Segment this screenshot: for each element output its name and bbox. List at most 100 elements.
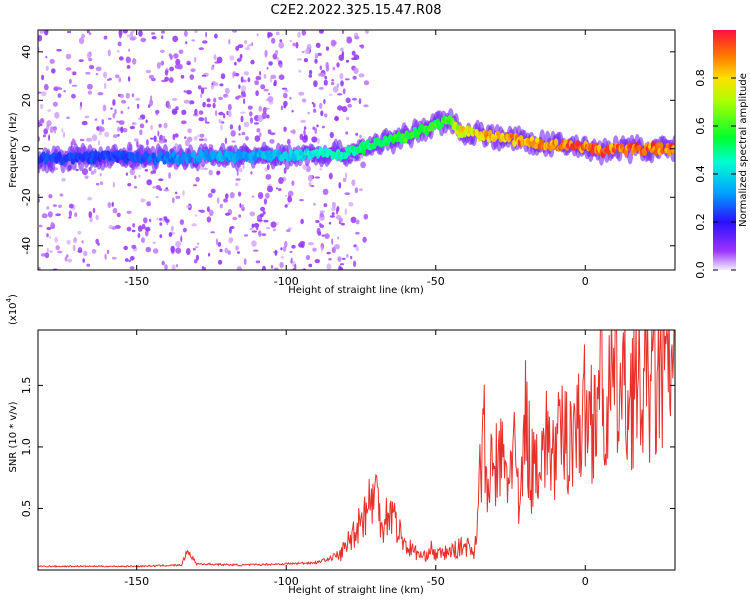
spectrogram-speckle [86, 263, 91, 267]
spectrogram-speckle [89, 32, 92, 36]
spectrogram-speckle [232, 30, 238, 33]
spectrogram-speckle [149, 99, 154, 107]
spectrogram-speckle [46, 233, 49, 238]
spectrogram-speckle [250, 171, 253, 175]
spectrogram-speckle [54, 236, 58, 243]
spectrogram-speckle [265, 192, 270, 199]
spectrogram-ridge-cell [518, 135, 524, 142]
spectrogram-speckle [224, 95, 229, 98]
spectrogram-speckle [320, 245, 323, 252]
spectrogram-speckle [241, 204, 245, 210]
spectrogram-speckle [66, 239, 71, 245]
spectrogram-speckle [261, 112, 268, 119]
spectrogram-speckle [275, 31, 280, 36]
spectrogram-speckle [156, 62, 161, 69]
spectrogram-speckle [303, 58, 308, 63]
spectrogram-speckle [152, 248, 159, 254]
spectrogram-speckle [305, 254, 310, 261]
spectrogram-speckle [186, 248, 191, 255]
spectrogram-speckle [299, 133, 304, 140]
spectrogram-speckle [220, 73, 226, 80]
spectrogram-speckle [90, 170, 95, 175]
spectrogram-speckle [65, 53, 72, 60]
spectrogram-speckle [202, 40, 208, 44]
spectrogram-speckle [123, 245, 128, 251]
spectrogram-speckle [263, 219, 269, 223]
spectrogram-speckle [203, 138, 208, 142]
spectrogram-speckle [334, 115, 339, 122]
spectrogram-speckle [228, 227, 232, 234]
snr-multiplier-base: (x10 [8, 302, 19, 325]
spectrogram-speckle [346, 116, 350, 121]
spectrogram-speckle [72, 244, 76, 252]
spectrogram-speckle [288, 195, 291, 199]
spectrogram-speckle [86, 52, 91, 59]
spectrogram-speckle [118, 56, 124, 61]
spectrogram-speckle [132, 122, 135, 125]
spectrogram-speckle [290, 129, 296, 134]
spectrogram-speckle [86, 30, 90, 34]
spectrogram-speckle [46, 206, 50, 210]
spectrogram-speckle [306, 44, 312, 50]
spectrogram-speckle [75, 168, 79, 172]
spectrogram-speckle [228, 38, 231, 45]
spectrogram-speckle [336, 83, 340, 88]
spectrogram-speckle [331, 79, 335, 82]
spectrogram-speckle [91, 248, 97, 254]
spectrogram-speckle [182, 190, 185, 196]
spectrogram-speckle [309, 175, 313, 178]
spectrogram-speckle [160, 30, 166, 34]
spectrogram-speckle [360, 44, 365, 49]
spectrogram-speckle [107, 49, 111, 57]
spectrogram-speckle [149, 137, 154, 140]
spectrogram-speckle [240, 111, 246, 114]
spectrogram-speckle [219, 203, 223, 209]
spectrogram-speckle [112, 113, 116, 119]
spectrogram-speckle [108, 225, 113, 229]
spectrogram-speckle [291, 180, 295, 186]
snr-multiplier-close: ) [8, 294, 19, 298]
spectrogram-speckle [278, 74, 285, 80]
spectrogram-speckle [346, 36, 353, 44]
spectrogram-speckle [266, 114, 270, 119]
spectrogram-speckle [129, 125, 136, 130]
spectrogram-speckle [98, 139, 100, 146]
spectrogram-speckle [132, 223, 135, 228]
spectrogram-speckle [243, 258, 247, 265]
spectrogram-speckle [210, 188, 216, 194]
spectrogram-speckle [345, 172, 348, 179]
spectrogram-speckle [232, 71, 236, 77]
spectrogram-speckle [345, 59, 350, 63]
spectrogram-speckle [72, 237, 78, 244]
spectrogram-speckle [299, 240, 306, 245]
spectrogram-speckle [283, 100, 288, 107]
spectrogram-speckle [341, 257, 346, 260]
colorbar-label: Normalized spectral amplitude [738, 73, 749, 227]
spectrogram-speckle [355, 245, 360, 252]
snr-panel: -150 -100 -50 0 0.5 1.0 1.5 Height of straight… [5, 294, 676, 596]
spectrogram-speckle [112, 134, 118, 139]
spectrogram-speckle [240, 115, 244, 123]
spectrogram-speckle [363, 213, 369, 220]
spectrogram-speckle [351, 97, 358, 101]
spectrogram-speckle [255, 225, 259, 231]
spectrogram-speckle [161, 35, 164, 40]
spectrogram-speckle [96, 126, 100, 131]
spectrogram-speckle [198, 47, 204, 51]
spectrogram-speckle [95, 238, 99, 245]
spectrogram-speckle [286, 138, 291, 145]
spectrogram-speckle [319, 65, 322, 70]
spectrogram-speckle [112, 181, 115, 188]
colorbar-tick-label: 0.4 [694, 165, 707, 183]
spectrogram-speckle [171, 97, 178, 101]
spectrogram-speckle [314, 259, 320, 264]
spectrogram-speckle [125, 92, 130, 99]
spectrogram-speckle [209, 144, 212, 148]
spectrogram-speckle [38, 266, 41, 270]
spectrogram-ridge-cell [672, 144, 675, 151]
spectrogram-ridge-cell [165, 151, 170, 159]
spectrogram-speckle [235, 45, 240, 52]
spectrogram-speckle [46, 226, 52, 231]
spectrogram-speckle [169, 66, 175, 72]
spectrogram-speckle [303, 134, 308, 140]
